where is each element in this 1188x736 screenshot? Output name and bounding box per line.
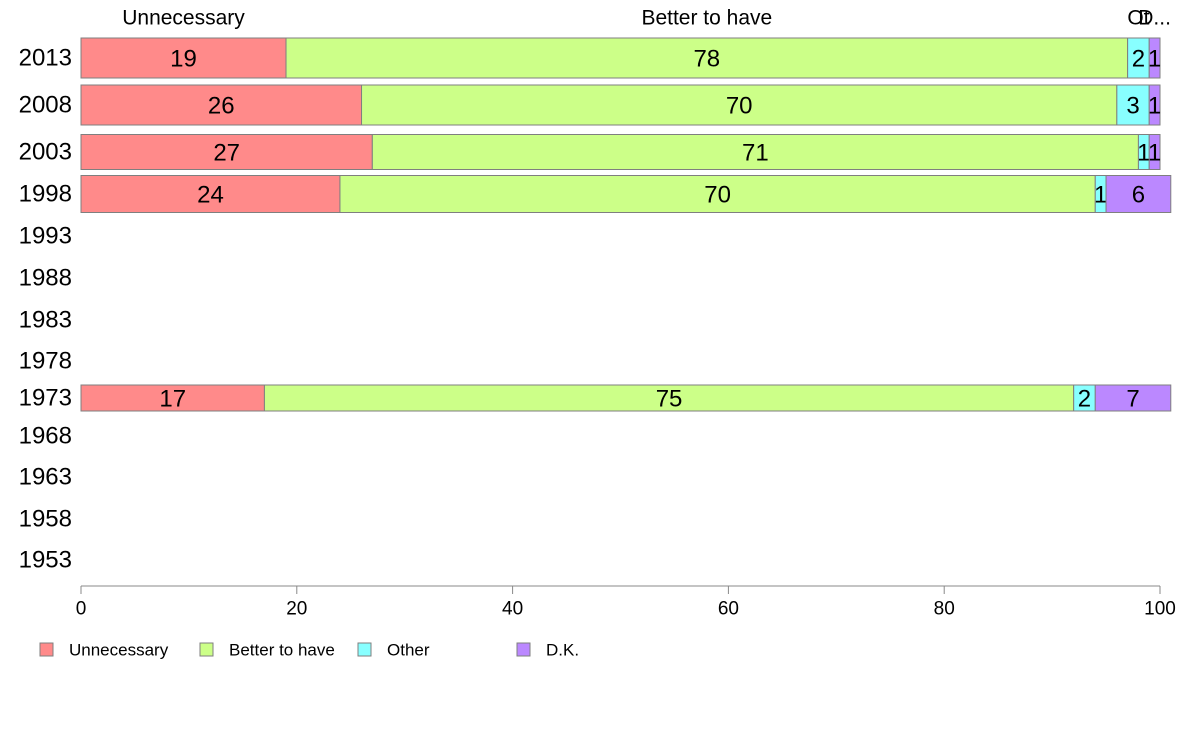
year-label-1983: 1983: [19, 307, 72, 334]
bar-label-1998-better-to-have: 70: [704, 182, 731, 209]
bar-2008-d-k: [1148, 84, 1161, 126]
bar-2008-other: [1116, 84, 1150, 126]
bar-label-1973-other: 2: [1078, 386, 1091, 413]
year-label-1993: 1993: [19, 223, 72, 250]
x-tick-label-80: 80: [934, 599, 955, 620]
x-tick-label-20: 20: [286, 599, 307, 620]
bar-label-2013-better-to-have: 78: [693, 46, 720, 73]
x-tick-label-100: 100: [1144, 599, 1176, 620]
bar-label-2003-d-k: 1: [1148, 140, 1161, 167]
legend-label-unnecessary: Unnecessary: [69, 641, 169, 660]
year-label-2013: 2013: [19, 45, 72, 72]
bar-2013-unnecessary: [80, 37, 287, 79]
year-label-1963: 1963: [19, 464, 72, 491]
bar-label-2003-better-to-have: 71: [742, 140, 769, 167]
bar-label-1973-unnecessary: 17: [159, 386, 186, 413]
bar-label-2013-unnecessary: 19: [170, 46, 197, 73]
bar-label-1998-d-k: 6: [1132, 182, 1145, 209]
bar-label-2003-other: 1: [1137, 140, 1150, 167]
bar-label-1998-unnecessary: 24: [197, 182, 224, 209]
year-label-1978: 1978: [19, 348, 72, 375]
x-tick-label-40: 40: [502, 599, 523, 620]
year-label-1953: 1953: [19, 547, 72, 574]
bar-label-2008-unnecessary: 26: [208, 93, 235, 120]
bar-2008-better-to-have: [361, 84, 1118, 126]
year-label-1968: 1968: [19, 423, 72, 450]
legend-label-better-to-have: Better to have: [229, 641, 335, 660]
bar-2013-d-k: [1148, 37, 1161, 79]
bar-1998-d-k: [1105, 175, 1172, 213]
x-tick-label-60: 60: [718, 599, 739, 620]
legend-swatch-other: [357, 642, 372, 657]
year-label-1988: 1988: [19, 265, 72, 292]
bar-label-2003-unnecessary: 27: [213, 140, 240, 167]
bar-2013-better-to-have: [285, 37, 1129, 79]
bar-1973-d-k: [1094, 384, 1172, 412]
year-label-1973: 1973: [19, 385, 72, 412]
top-label-unnecessary: Unnecessary: [122, 7, 245, 30]
year-label-1958: 1958: [19, 506, 72, 533]
bar-2003-unnecessary: [80, 134, 373, 170]
year-label-2008: 2008: [19, 92, 72, 119]
bar-1973-unnecessary: [80, 384, 265, 412]
bar-2003-d-k: [1148, 134, 1161, 170]
top-label-better-to-have: Better to have: [641, 7, 772, 30]
top-label-d-k: D...: [1138, 7, 1171, 30]
bar-2008-unnecessary: [80, 84, 363, 126]
bar-label-1973-d-k: 7: [1126, 386, 1139, 413]
bar-label-2008-d-k: 1: [1148, 93, 1161, 120]
year-label-1998: 1998: [19, 181, 72, 208]
bar-label-1973-better-to-have: 75: [656, 386, 683, 413]
legend-label-other: Other: [387, 641, 430, 660]
top-label-other: Ot: [1127, 7, 1149, 30]
legend-swatch-unnecessary: [39, 642, 54, 657]
legend-swatch-better-to-have: [199, 642, 214, 657]
bar-1998-unnecessary: [80, 175, 341, 213]
bar-label-2008-better-to-have: 70: [726, 93, 753, 120]
x-tick-label-0: 0: [76, 599, 87, 620]
bar-2003-better-to-have: [371, 134, 1139, 170]
legend-label-d-k: D.K.: [546, 641, 579, 660]
bar-label-2008-other: 3: [1126, 93, 1139, 120]
bar-label-2013-d-k: 1: [1148, 46, 1161, 73]
year-label-2003: 2003: [19, 139, 72, 166]
legend-swatch-d-k: [516, 642, 531, 657]
bar-label-2013-other: 2: [1132, 46, 1145, 73]
bar-label-1998-other: 1: [1094, 182, 1107, 209]
